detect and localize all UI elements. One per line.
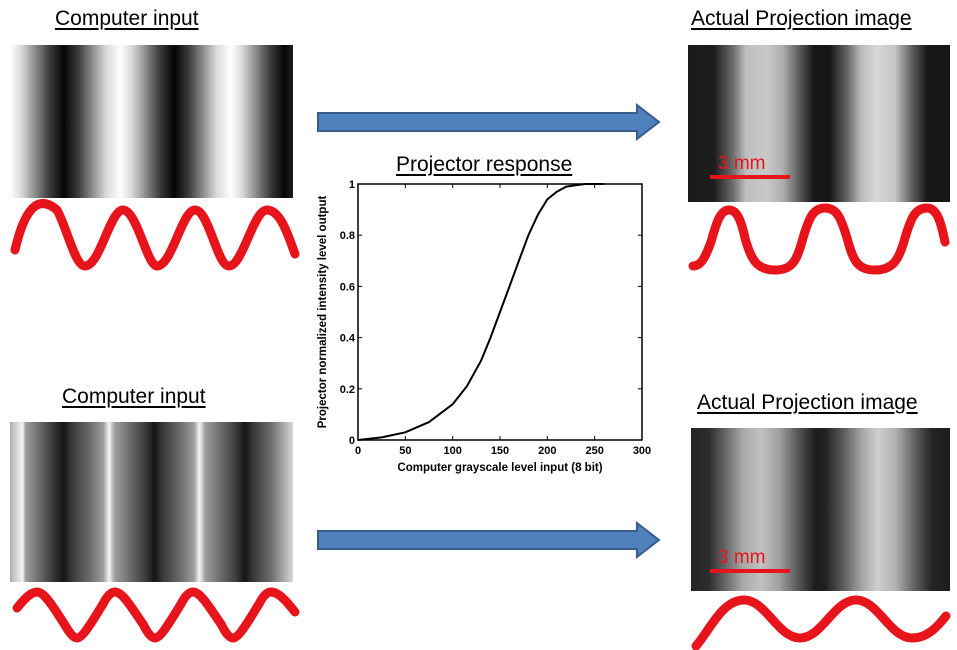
- bottom-arrow-shape: [317, 520, 661, 560]
- x-tick-label: 150: [491, 445, 509, 457]
- bottom-right-scale-bar: [710, 569, 790, 573]
- x-tick-label: 0: [355, 445, 361, 457]
- bottom-arrow: [317, 520, 661, 560]
- bottom-right-projected-wave: [691, 595, 951, 650]
- bottom-right-projection-image: [691, 428, 950, 591]
- y-tick-label: 0.8: [340, 230, 355, 242]
- top-left-sinusoid-pattern: [10, 45, 293, 198]
- bottom-right-scale-line: [710, 569, 790, 573]
- bottom-right-title: Actual Projection image: [697, 391, 918, 414]
- x-axis-label: Computer grayscale level input (8 bit): [397, 462, 602, 474]
- x-tick-label: 50: [399, 445, 411, 457]
- top-right-scale-label: 3 mm: [718, 153, 766, 174]
- chart-plot-group: 0 50 100 150 200 250 300 0 0.2 0.4 0.6 0.8 1 Comput…: [317, 179, 651, 474]
- x-tick-label: 100: [443, 445, 461, 457]
- y-tick-group: 0 0.2 0.4 0.6 0.8 1: [340, 179, 642, 447]
- response-curve: [357, 183, 605, 441]
- projector-response-chart: 0 50 100 150 200 250 300 0 0.2 0.4 0.6 0.8 1 Comput…: [317, 179, 651, 474]
- x-tick-label: 250: [585, 445, 603, 457]
- bottom-left-compensated-pattern: [10, 422, 293, 582]
- top-right-projected-wave: [688, 203, 950, 275]
- y-tick-label: 1: [349, 179, 355, 191]
- x-tick-group: 0 50 100 150 200 250 300: [355, 184, 651, 457]
- bottom-left-compensated-wave: [12, 587, 300, 643]
- top-right-scale-bar: [710, 175, 790, 179]
- top-arrow-shape: [317, 102, 661, 142]
- y-tick-label: 0.6: [340, 281, 355, 293]
- x-tick-label: 300: [633, 445, 651, 457]
- x-tick-label: 200: [538, 445, 556, 457]
- top-left-sine-wave: [10, 199, 300, 271]
- top-arrow: [317, 102, 661, 142]
- y-tick-label: 0.4: [340, 333, 356, 345]
- bottom-right-scale-label: 3 mm: [718, 547, 766, 568]
- y-axis-label: Projector normalized intensity level out…: [317, 196, 329, 429]
- top-left-wave-path: [10, 199, 300, 271]
- y-tick-label: 0: [349, 435, 355, 447]
- top-left-title: Computer input: [55, 7, 199, 30]
- bottom-left-wave-path: [12, 587, 300, 643]
- top-right-title: Actual Projection image: [691, 7, 912, 30]
- top-right-wave-path: [688, 203, 950, 275]
- y-tick-label: 0.2: [340, 384, 355, 396]
- bottom-right-wave-path: [691, 595, 951, 650]
- chart-title: Projector response: [396, 153, 573, 176]
- bottom-left-title: Computer input: [62, 385, 206, 408]
- top-right-scale-line: [710, 175, 790, 179]
